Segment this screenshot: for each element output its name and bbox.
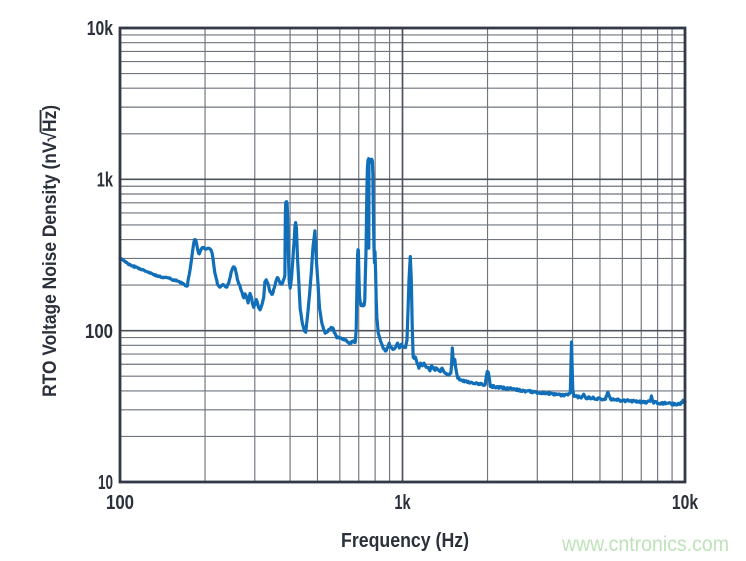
svg-text:100: 100 <box>106 492 134 514</box>
svg-text:10k: 10k <box>672 492 699 514</box>
svg-text:10: 10 <box>98 472 113 494</box>
svg-text:100: 100 <box>85 321 113 343</box>
svg-text:www.cntronics.com: www.cntronics.com <box>561 533 729 556</box>
svg-text:1k: 1k <box>97 170 114 192</box>
svg-text:1k: 1k <box>394 492 411 514</box>
svg-text:RTO Voltage Noise Density (nV√: RTO Voltage Noise Density (nV√Hz) <box>40 105 61 397</box>
svg-text:Frequency (Hz): Frequency (Hz) <box>341 529 469 552</box>
svg-text:10k: 10k <box>87 18 114 40</box>
